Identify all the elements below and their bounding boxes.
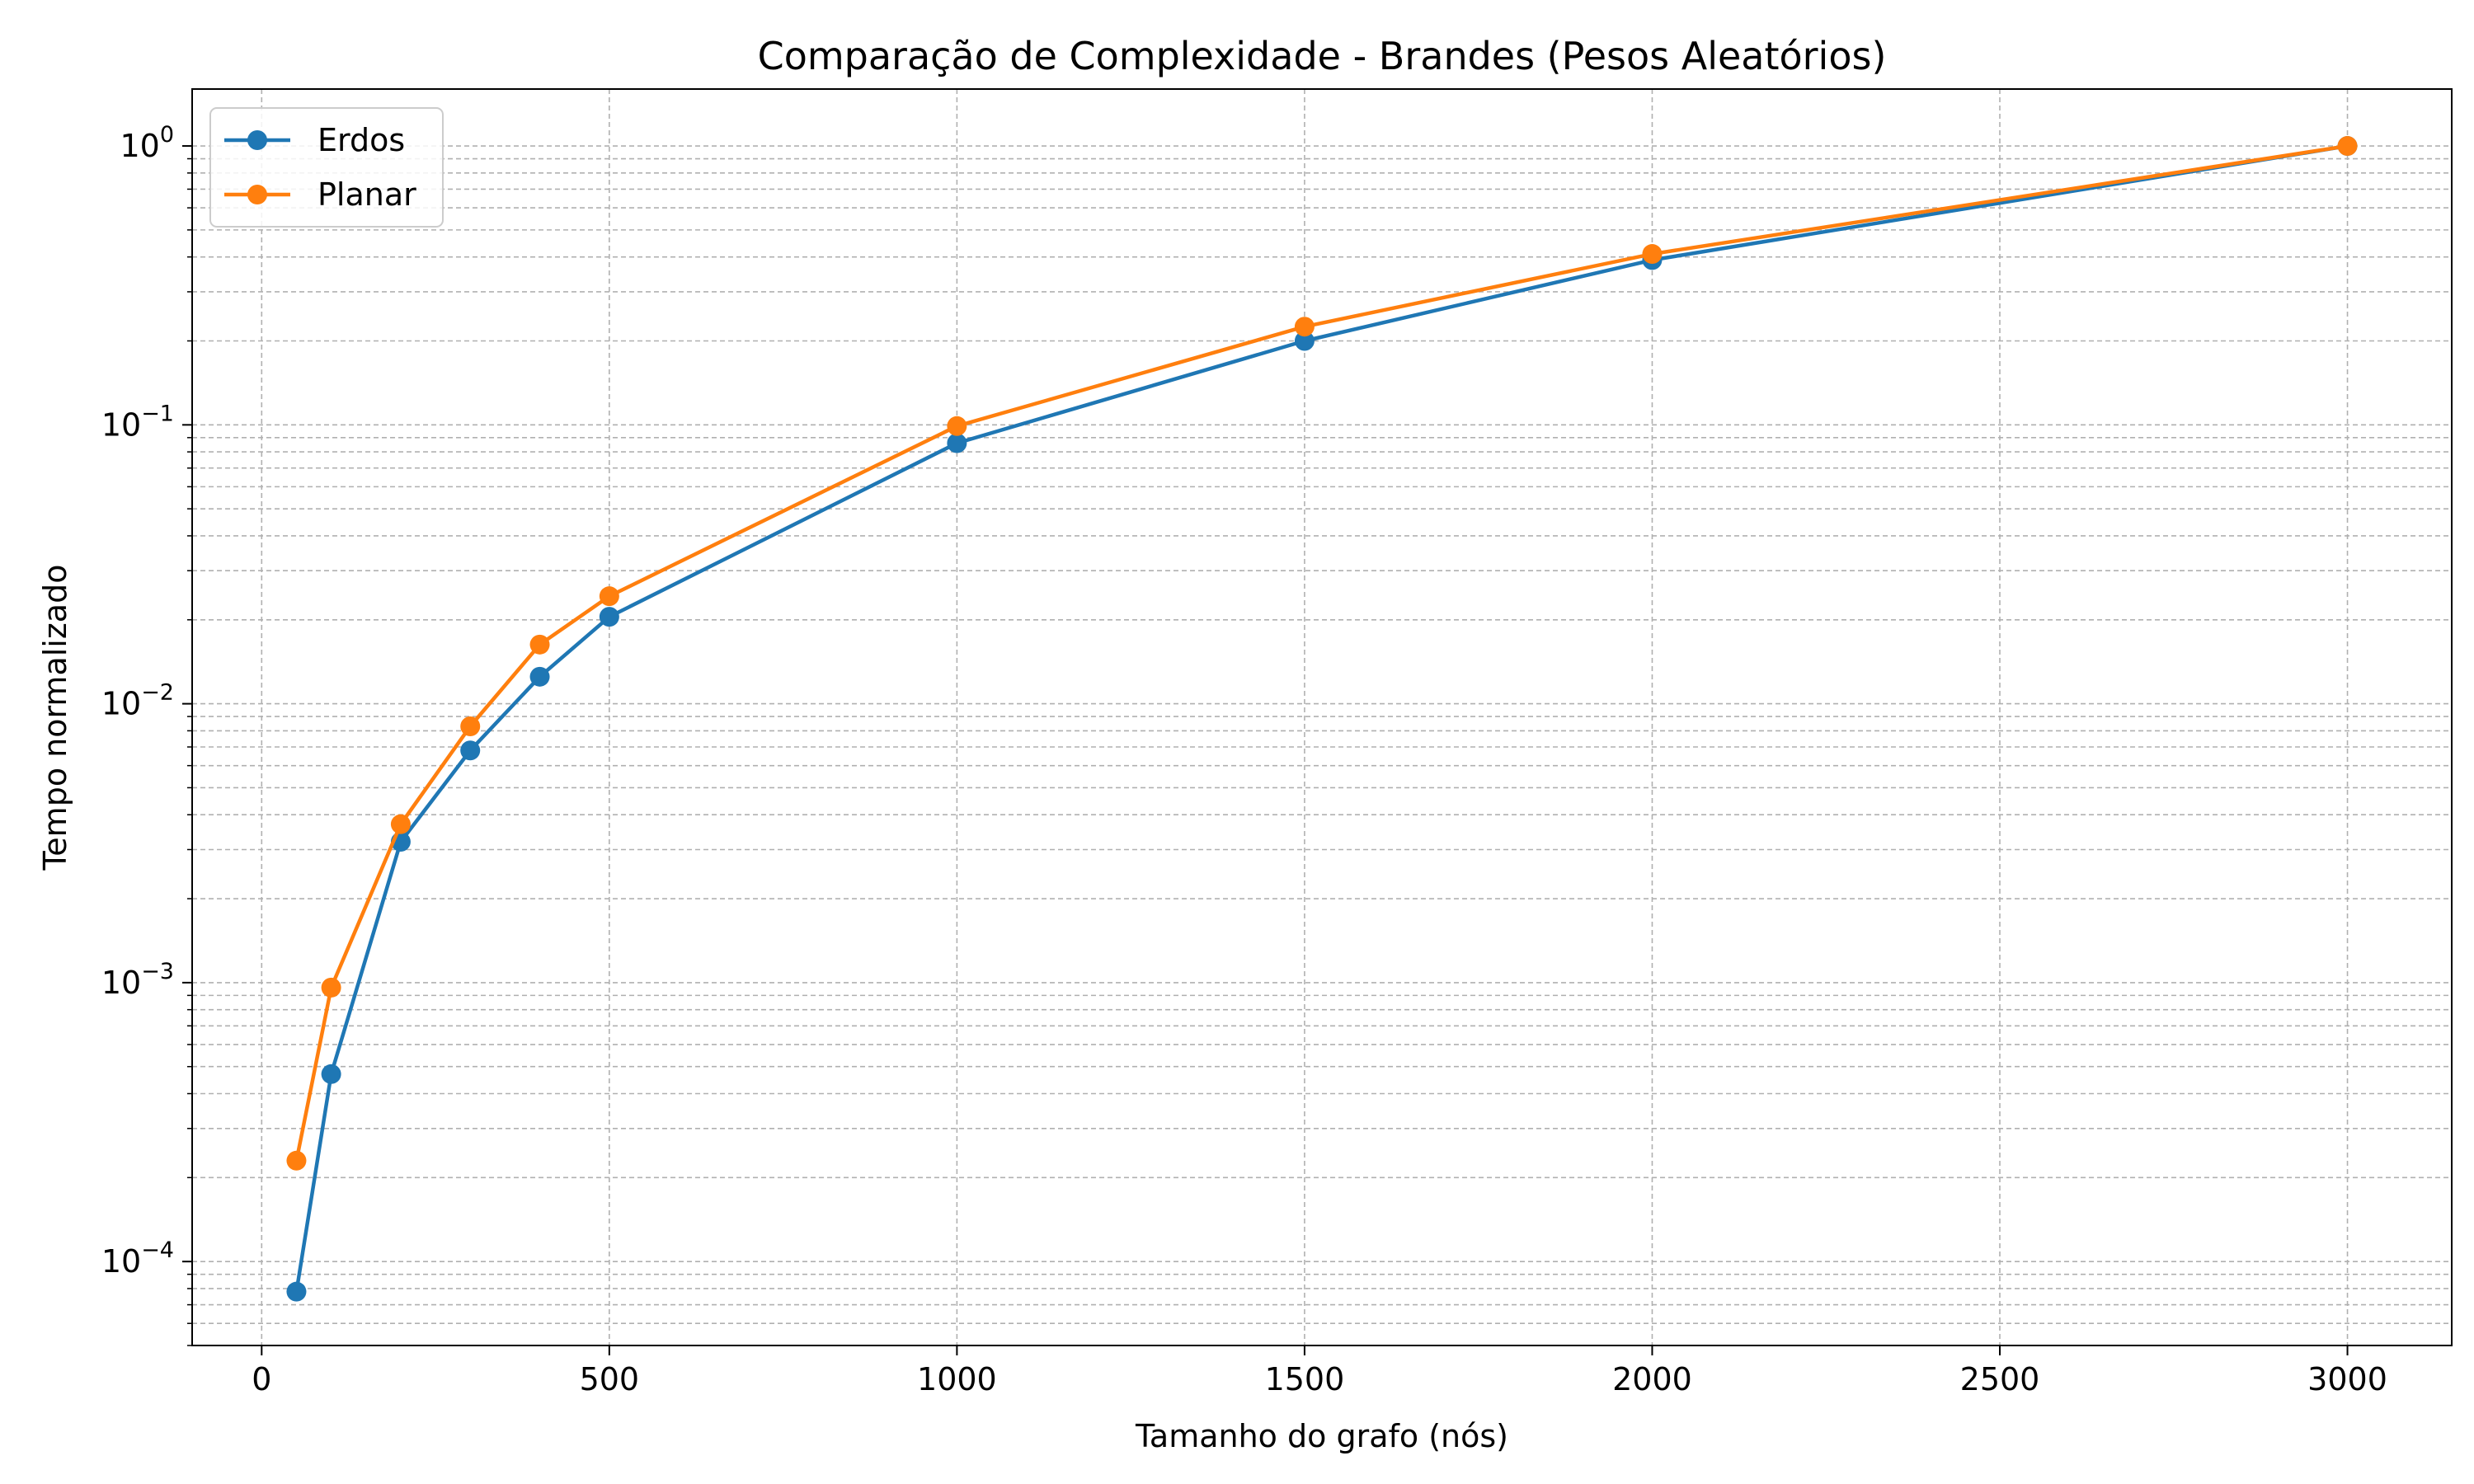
- y-tick-label: 10−4: [101, 1237, 174, 1280]
- y-tick-base: 10: [101, 406, 141, 443]
- data-point-erdos: [460, 740, 481, 761]
- data-point-planar: [286, 1150, 307, 1171]
- data-point-planar: [2337, 136, 2358, 157]
- x-tick-label: 0: [252, 1361, 271, 1397]
- data-point-planar: [1642, 244, 1663, 265]
- legend-box: [209, 107, 444, 228]
- y-tick-label: 10−1: [101, 401, 174, 443]
- chart-title: Comparação de Complexidade - Brandes (Pe…: [758, 34, 1887, 78]
- x-tick-label: 2500: [1960, 1361, 2040, 1397]
- y-tick-exponent: −1: [141, 401, 174, 426]
- data-point-planar: [529, 634, 550, 655]
- y-tick-exponent: −2: [141, 680, 174, 706]
- data-point-planar: [321, 977, 341, 998]
- x-tick-label: 1500: [1265, 1361, 1345, 1397]
- data-point-planar: [460, 716, 481, 736]
- y-tick-exponent: 0: [160, 122, 174, 148]
- y-tick-base: 10: [101, 686, 141, 722]
- legend-marker-planar: [247, 185, 267, 204]
- series-erdos: [286, 136, 2358, 1302]
- series-planar: [286, 136, 2358, 1171]
- x-tick-label: 500: [580, 1361, 640, 1397]
- x-tick-label: 2000: [1612, 1361, 1692, 1397]
- plot-series: [286, 136, 2358, 1302]
- data-point-erdos: [599, 607, 619, 627]
- y-tick-base: 10: [101, 965, 141, 1001]
- series-line-erdos: [294, 143, 2348, 1293]
- axis-ticks: 0 500 1000 1500 2000 2500 300010−410−310−210−1…: [101, 122, 2387, 1397]
- data-point-planar: [1294, 317, 1315, 337]
- data-point-erdos: [321, 1064, 341, 1084]
- plot-frame: [191, 88, 2453, 1346]
- y-tick-label: 100: [120, 122, 174, 164]
- data-point-erdos: [947, 433, 967, 453]
- y-tick-base: 10: [101, 1243, 141, 1280]
- legend-label-erdos: Erdos: [317, 122, 405, 158]
- data-point-erdos: [286, 1281, 307, 1302]
- y-tick-label: 10−3: [101, 959, 174, 1001]
- x-axis-label: Tamanho do grafo (nós): [1135, 1418, 1508, 1454]
- x-tick-label: 3000: [2307, 1361, 2387, 1397]
- grid: [192, 89, 2452, 1346]
- y-axis-label: Tempo normalizado: [37, 565, 73, 871]
- legend-label-planar: Planar: [317, 176, 416, 213]
- y-tick-base: 10: [120, 128, 159, 164]
- data-point-erdos: [529, 666, 550, 687]
- data-point-planar: [947, 416, 967, 436]
- data-point-planar: [390, 814, 411, 834]
- y-tick-exponent: −4: [141, 1237, 174, 1263]
- legend-marker-erdos: [247, 130, 267, 150]
- legend: Erdos Planar: [209, 107, 444, 228]
- series-line-planar: [294, 143, 2348, 1162]
- x-tick-label: 1000: [917, 1361, 997, 1397]
- data-point-planar: [599, 586, 619, 607]
- data-point-erdos: [1294, 331, 1315, 351]
- y-tick-label: 10−2: [101, 680, 174, 722]
- y-tick-exponent: −3: [141, 959, 174, 984]
